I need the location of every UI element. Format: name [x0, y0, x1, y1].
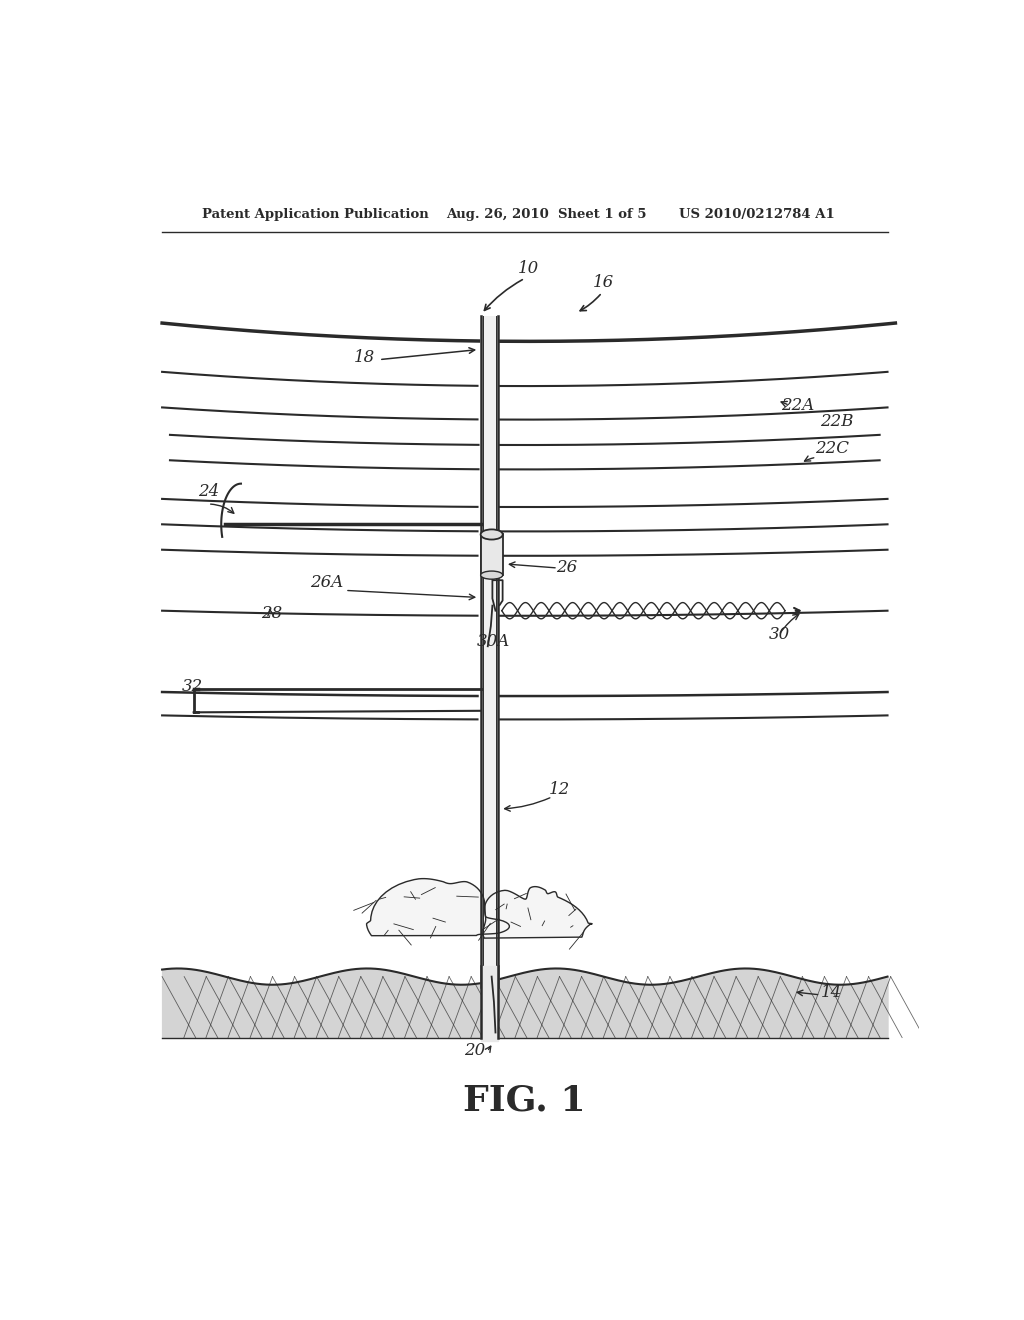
Text: 12: 12: [549, 780, 569, 797]
Ellipse shape: [480, 529, 503, 540]
Text: 20: 20: [464, 1041, 485, 1059]
Text: 16: 16: [593, 275, 614, 292]
Polygon shape: [367, 879, 509, 936]
Polygon shape: [483, 887, 592, 939]
Text: 28: 28: [261, 605, 282, 622]
Text: US 2010/0212784 A1: US 2010/0212784 A1: [679, 207, 835, 220]
Text: 24: 24: [198, 483, 219, 500]
Text: 18: 18: [353, 348, 375, 366]
Text: 30A: 30A: [476, 634, 510, 651]
Text: 26: 26: [556, 560, 578, 576]
Text: 30: 30: [769, 626, 791, 643]
Text: 14: 14: [820, 983, 842, 1001]
Polygon shape: [480, 966, 498, 1041]
Text: Aug. 26, 2010  Sheet 1 of 5: Aug. 26, 2010 Sheet 1 of 5: [446, 207, 646, 220]
Bar: [480, 315, 498, 987]
Text: 22C: 22C: [815, 440, 849, 457]
Text: 10: 10: [518, 260, 540, 277]
Bar: [480, 535, 503, 576]
Text: 22B: 22B: [820, 413, 854, 430]
Text: 22A: 22A: [781, 397, 814, 414]
Text: FIG. 1: FIG. 1: [464, 1084, 586, 1118]
Text: 32: 32: [182, 678, 203, 696]
Ellipse shape: [480, 572, 503, 579]
Text: Patent Application Publication: Patent Application Publication: [202, 207, 428, 220]
Text: 26A: 26A: [310, 574, 343, 591]
